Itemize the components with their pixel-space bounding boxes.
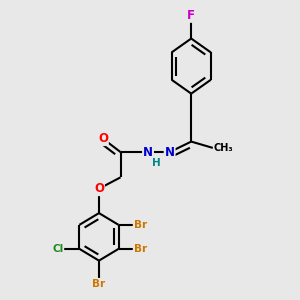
Text: Br: Br — [134, 220, 147, 230]
Text: H: H — [152, 158, 160, 168]
Text: Br: Br — [92, 279, 106, 289]
Text: N: N — [165, 146, 175, 159]
Text: O: O — [94, 182, 104, 195]
Text: CH₃: CH₃ — [214, 143, 234, 153]
Text: N: N — [143, 146, 153, 159]
Text: Cl: Cl — [52, 244, 63, 254]
Text: F: F — [187, 9, 195, 22]
Text: Br: Br — [134, 244, 147, 254]
Text: O: O — [98, 132, 108, 145]
